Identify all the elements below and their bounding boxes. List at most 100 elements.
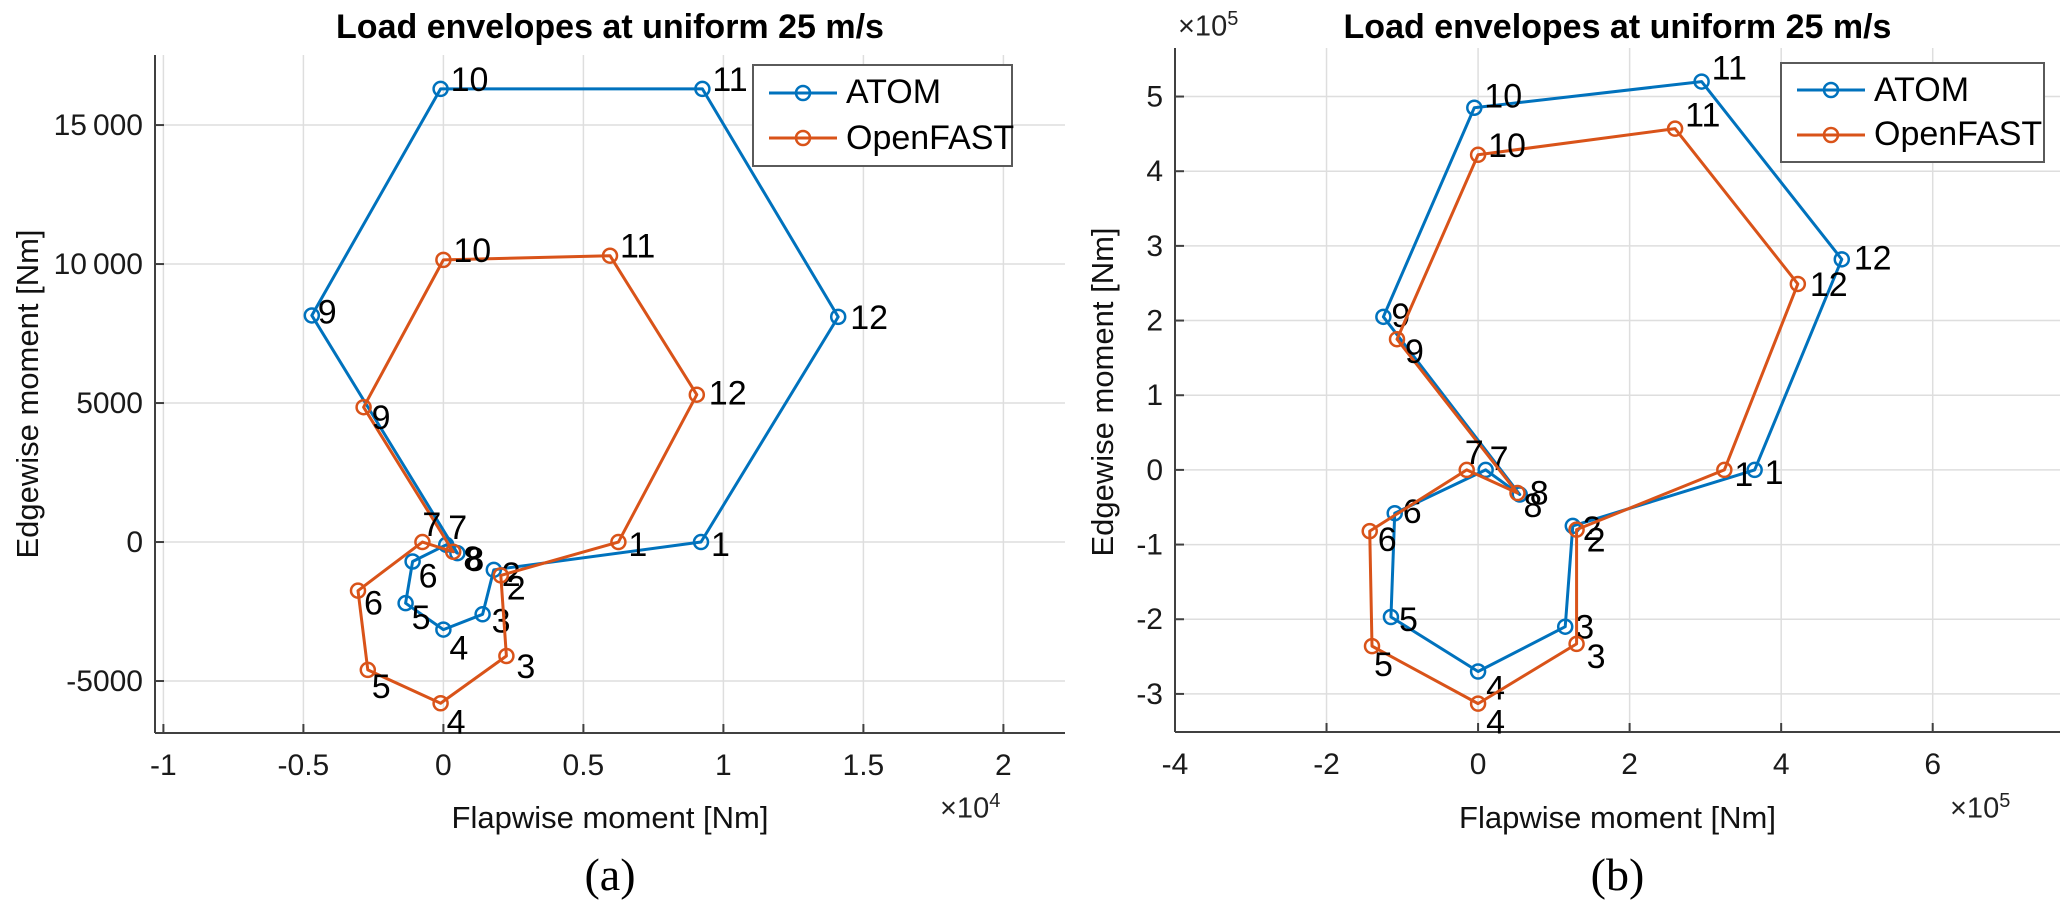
point-label: 11 <box>1712 50 1747 88</box>
data-point-marker-atom <box>1693 73 1710 90</box>
plot-b-y-multiplier: ×105 <box>1178 8 1238 44</box>
data-point-marker-atom <box>397 594 414 612</box>
point-label: 6 <box>364 585 383 623</box>
y-tick-label: 0 <box>1146 454 1163 487</box>
data-point-marker-openfast <box>498 647 515 665</box>
legend-label-openfast: OpenFAST <box>846 118 1015 157</box>
point-label: 6 <box>419 557 438 595</box>
point-label: 1 <box>1734 456 1753 494</box>
point-label: 8 <box>463 540 482 578</box>
caption-b: (b) <box>1590 849 1645 900</box>
point-label: 12 <box>850 299 888 337</box>
multiplier-base: ×10 <box>1950 792 2000 825</box>
data-point-marker-atom <box>435 621 452 638</box>
x-tick-label: -4 <box>1162 748 1189 781</box>
point-label: 4 <box>1486 670 1505 708</box>
data-point-marker-atom <box>1382 608 1400 626</box>
y-tick-label: 10 000 <box>54 248 143 281</box>
y-tick-label: 4 <box>1146 155 1163 188</box>
y-tick-label: 5000 <box>76 387 143 420</box>
plot-a-x-multiplier: ×104 <box>940 790 1000 826</box>
atom-line-marker-icon <box>1797 82 1865 99</box>
point-label: 4 <box>447 703 466 741</box>
data-point-marker-atom <box>432 80 449 98</box>
point-label: 5 <box>412 599 431 637</box>
point-label: 11 <box>620 228 655 266</box>
point-label: 10 <box>451 61 489 99</box>
data-point-marker-atom <box>1375 308 1392 326</box>
x-tick-label: -0.5 <box>278 749 330 782</box>
y-tick-label: -2 <box>1136 603 1163 636</box>
point-label: 2 <box>502 556 521 594</box>
point-label: 6 <box>1378 521 1397 559</box>
data-point-marker-openfast <box>610 533 627 551</box>
legend-entry-openfast: OpenFAST <box>1794 115 2042 154</box>
data-point-marker-openfast <box>1388 330 1406 348</box>
y-tick-label: 0 <box>126 526 143 559</box>
data-point-marker-openfast <box>1469 695 1487 712</box>
data-point-marker-atom <box>404 553 421 570</box>
point-label: 8 <box>465 541 484 579</box>
data-point-marker-openfast <box>1716 461 1733 479</box>
point-label: 11 <box>712 61 747 99</box>
point-label: 8 <box>1523 487 1542 525</box>
y-tick-label: 2 <box>1146 305 1163 338</box>
plot-b-legend: ATOM OpenFAST <box>1780 62 2045 163</box>
x-tick-label: 1.5 <box>843 749 885 782</box>
data-point-marker-openfast <box>1361 522 1378 540</box>
plot-a-xlabel: Flapwise moment [Nm] <box>451 800 769 835</box>
point-label: 10 <box>1484 78 1522 116</box>
legend-entry-atom: ATOM <box>1794 71 2035 110</box>
point-label: 10 <box>1488 127 1526 165</box>
openfast-line-marker-icon <box>769 130 837 147</box>
plot-b: -4 -2 0 2 4 6-3-2-101234512345678910111212345… <box>1136 48 2060 781</box>
x-tick-label: 6 <box>1924 748 1941 781</box>
point-label: 7 <box>1490 440 1509 478</box>
caption-a: (a) <box>584 849 636 900</box>
plot-b-ylabel: Edgewise moment [Nm] <box>1085 227 1120 557</box>
data-point-marker-openfast <box>349 582 367 599</box>
point-label: 5 <box>1399 601 1418 639</box>
legend-label-openfast: OpenFAST <box>1874 115 2043 154</box>
y-tick-label: 3 <box>1146 230 1163 263</box>
data-point-marker-openfast <box>492 567 510 584</box>
data-point-marker-atom <box>1469 663 1487 680</box>
point-label: 12 <box>709 375 747 413</box>
data-point-marker-openfast <box>601 247 619 264</box>
data-point-marker-openfast <box>435 251 452 269</box>
legend-entry-openfast: OpenFAST <box>766 119 1014 158</box>
x-tick-label: 1 <box>715 749 732 782</box>
multiplier-base: ×10 <box>1178 10 1228 43</box>
data-point-marker-openfast <box>432 695 449 712</box>
x-tick-label: 2 <box>1621 748 1638 781</box>
data-point-marker-openfast <box>688 386 706 403</box>
point-label: 7 <box>1465 434 1484 472</box>
point-label: 9 <box>1405 333 1424 371</box>
data-point-marker-openfast <box>414 533 431 551</box>
point-label: 1 <box>628 526 647 564</box>
plot-a-legend: ATOM OpenFAST <box>752 64 1014 167</box>
point-label: 3 <box>1587 638 1606 676</box>
series-line-openfast <box>1368 127 1800 706</box>
data-point-marker-atom <box>694 80 711 98</box>
x-tick-label: -2 <box>1313 748 1340 781</box>
point-label: 1 <box>711 526 730 564</box>
multiplier-exponent: 5 <box>1999 790 2011 812</box>
point-label: 4 <box>449 630 468 668</box>
data-point-marker-atom <box>692 533 710 551</box>
y-tick-label: -3 <box>1136 678 1163 711</box>
data-point-marker-openfast <box>1458 461 1475 479</box>
data-point-marker-openfast <box>1509 484 1526 502</box>
data-point-marker-openfast <box>1469 146 1487 164</box>
data-point-marker-atom <box>829 308 847 326</box>
data-point-marker-openfast <box>444 543 462 561</box>
y-tick-label: 15 000 <box>54 109 143 142</box>
atom-line-marker-icon <box>769 84 837 101</box>
data-point-marker-atom <box>1556 618 1574 635</box>
data-point-marker-openfast <box>1363 637 1381 655</box>
point-label: 3 <box>492 602 511 640</box>
multiplier-exponent: 5 <box>1227 8 1239 30</box>
point-label: 4 <box>1486 704 1505 742</box>
